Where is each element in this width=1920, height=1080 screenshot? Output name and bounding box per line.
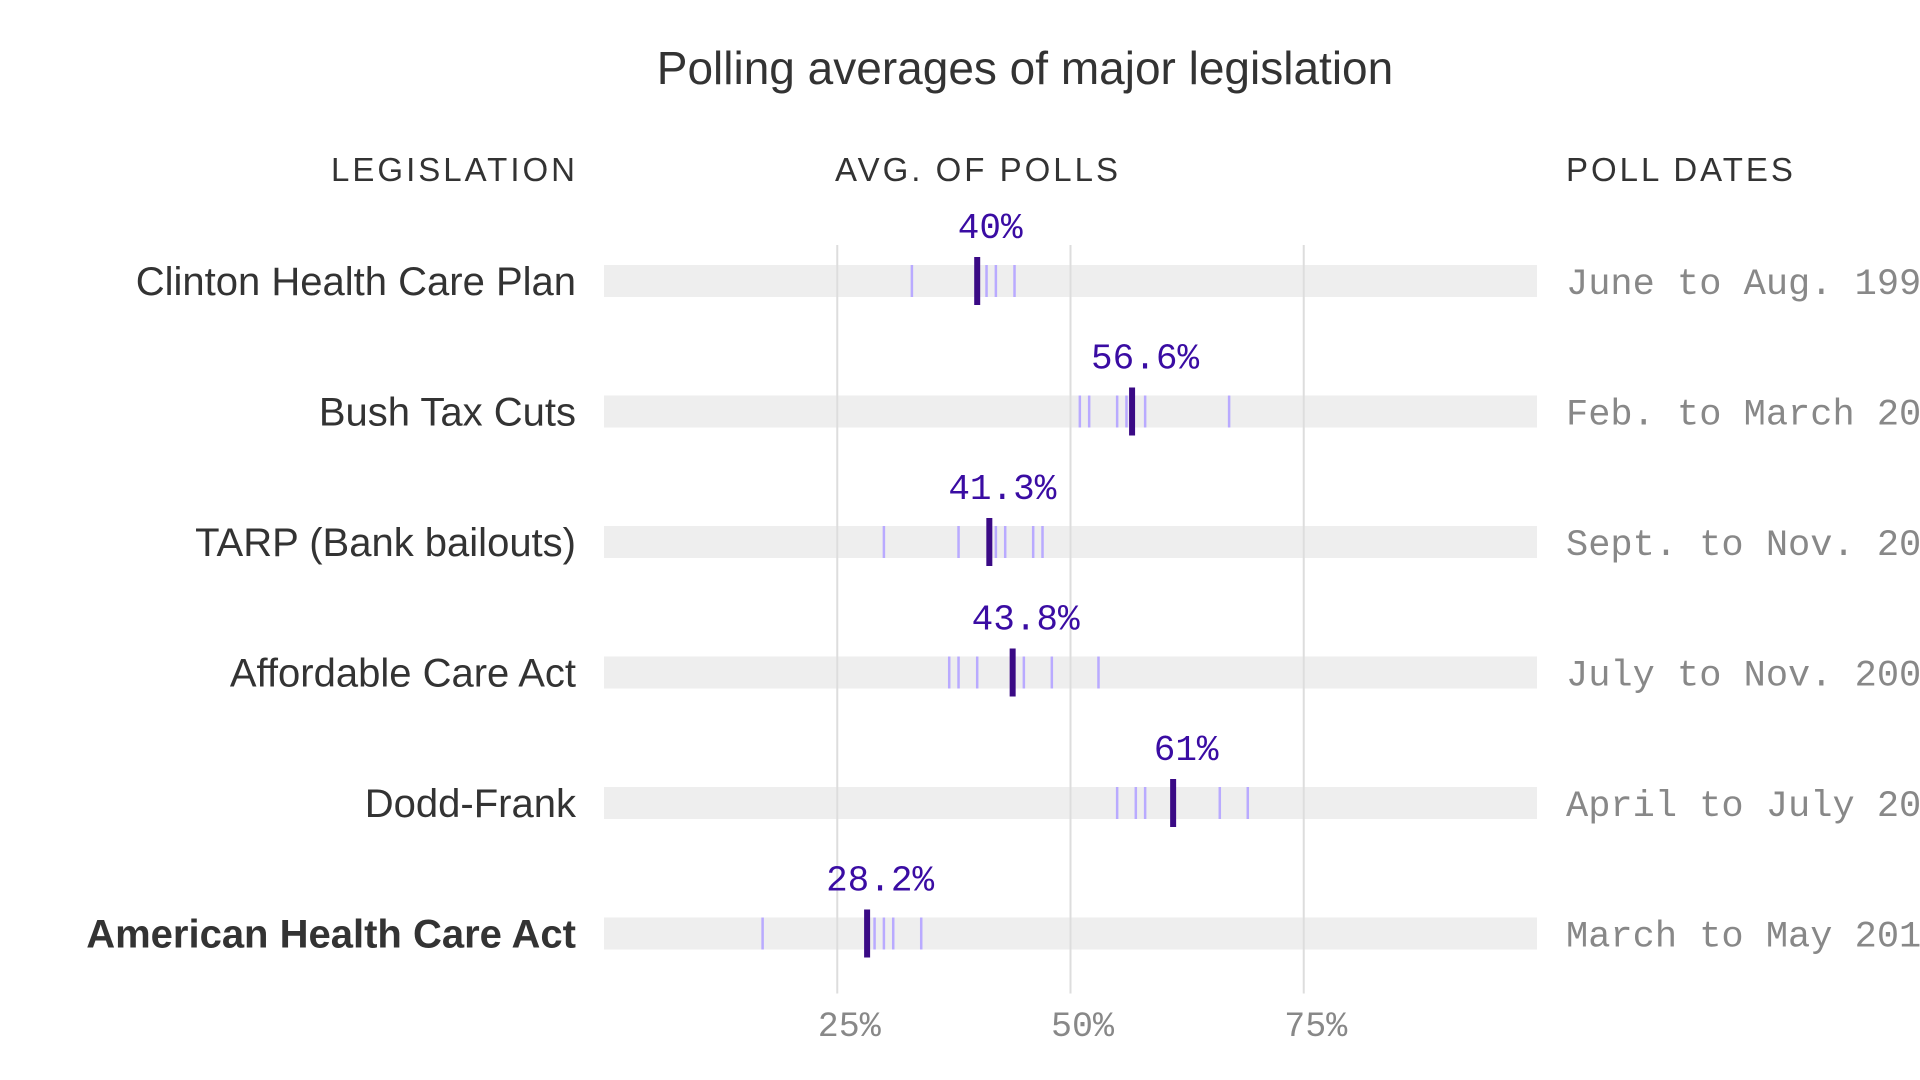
poll-dates-label: Feb. to March 20: [1566, 395, 1920, 437]
x-axis-ticks: 25% 50% 75%: [818, 1007, 1349, 1047]
average-label: 61%: [1154, 730, 1219, 771]
poll-dates-label: March to May 201: [1566, 917, 1920, 959]
legislation-label: Bush Tax Cuts: [319, 391, 576, 435]
average-label: 28.2%: [826, 861, 934, 902]
x-tick-label: 75%: [1284, 1007, 1348, 1047]
legislation-label: American Health Care Act: [86, 913, 576, 957]
average-label: 43.8%: [972, 600, 1080, 641]
poll-dates-label: Sept. to Nov. 20: [1566, 525, 1920, 567]
legislation-label: Affordable Care Act: [230, 652, 576, 696]
gridlines: [836, 245, 1305, 994]
legislation-label: TARP (Bank bailouts): [195, 521, 576, 565]
x-tick-label: 25%: [818, 1007, 882, 1047]
column-header-average: AVG. OF POLLS: [835, 151, 1121, 188]
column-header-legislation: LEGISLATION: [331, 151, 578, 188]
legislation-label: Dodd-Frank: [365, 782, 577, 826]
column-header-poll-dates: POLL DATES: [1566, 151, 1796, 188]
average-label: 40%: [958, 208, 1023, 249]
poll-dates-label: June to Aug. 199: [1566, 264, 1920, 306]
average-label: 41.3%: [948, 469, 1056, 510]
x-tick-label: 50%: [1051, 1007, 1115, 1047]
legislation-label: Clinton Health Care Plan: [136, 260, 576, 304]
poll-marks: [761, 257, 1250, 958]
chart-title: Polling averages of major legislation: [657, 42, 1393, 94]
poll-dates-label: July to Nov. 200: [1566, 656, 1920, 698]
row-labels: 40% Clinton Health Care Plan June to Aug. …: [86, 208, 1920, 959]
average-label: 56.6%: [1091, 339, 1199, 380]
poll-dates-label: April to July 20: [1566, 786, 1920, 828]
